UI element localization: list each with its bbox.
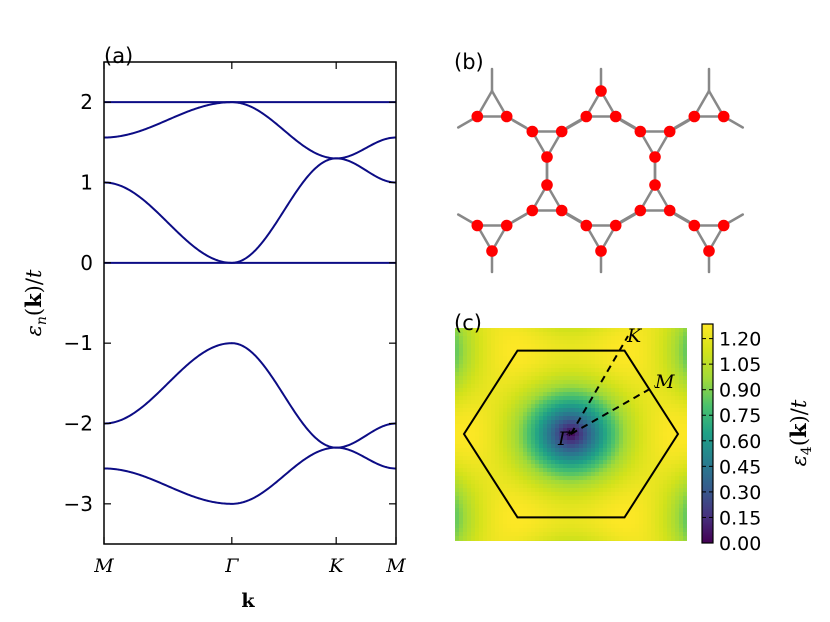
colorbar-tick-label: 1.05 [719, 354, 761, 376]
heatmap-image [455, 328, 687, 541]
lattice-site [634, 125, 647, 138]
band-structure-plot: 2 1 0 −1 −2 −3 M Γ K M (a) k εn(k)/t [21, 44, 406, 612]
y-tick-label: 0 [80, 251, 93, 275]
x-tick-label: K [328, 555, 345, 577]
y-tick-label: −3 [64, 492, 93, 516]
lattice-site [609, 110, 622, 123]
lattice-site [595, 85, 607, 97]
lattice-site [634, 204, 647, 217]
x-tick-label: Γ [224, 555, 239, 577]
lattice-site [541, 179, 553, 191]
lattice-site [703, 245, 715, 257]
x-tick-label: M [385, 555, 406, 577]
lattice-site [486, 245, 498, 257]
panel-label-a: (a) [104, 44, 133, 68]
lattice-site [471, 110, 484, 123]
lattice-site [649, 179, 661, 191]
lattice-site [580, 110, 593, 123]
colorbar-tick-label: 0.90 [719, 380, 761, 402]
brillouin-zone-hexagon [462, 349, 680, 519]
lattice-site [688, 219, 701, 232]
plot-frame-a [103, 61, 397, 545]
x-tick-label: M [93, 555, 114, 577]
band-line-2 [104, 101, 396, 160]
lattice-site [500, 110, 513, 123]
star-lattice-diagram: (b) [454, 50, 745, 274]
band-line-3 [104, 157, 396, 264]
y-tick-label: −2 [64, 412, 93, 436]
energy-heatmap: Γ K M * (c) 1.20 1.05 0.90 0.75 0.60 0.45 0.30 0.1… [454, 311, 815, 555]
colorbar-ticks: 1.20 1.05 0.90 0.75 0.60 0.45 0.30 0.15 0.00 [702, 329, 761, 555]
bz-point-label: M [654, 371, 675, 393]
colorbar-label: ε4(k)/t [786, 399, 815, 466]
lattice-site [580, 219, 593, 232]
bz-point-label: Γ [557, 428, 572, 450]
colorbar-tick-label: 0.45 [719, 456, 761, 478]
lattice-site [688, 110, 701, 123]
path-gamma-m [570, 385, 656, 435]
lattice-site [663, 204, 676, 217]
colorbar-tick-label: 0.60 [719, 431, 761, 453]
panel-label-c: (c) [454, 311, 482, 335]
y-tick-label: 1 [80, 171, 93, 195]
lattice-site [471, 219, 484, 232]
lattice-site [555, 125, 568, 138]
lattice-site [526, 125, 539, 138]
lattice-site [555, 204, 568, 217]
y-ticks-a: 2 1 0 −1 −2 −3 [64, 90, 396, 516]
colorbar-tick-label: 0.75 [719, 405, 761, 427]
panel-label-b: (b) [454, 50, 484, 74]
lattice-site [663, 125, 676, 138]
colorbar-tick-label: 0.15 [719, 507, 761, 529]
lattice-site [717, 110, 730, 123]
y-tick-label: −1 [64, 331, 93, 355]
y-tick-label: 2 [80, 90, 93, 114]
colorbar-tick-label: 1.20 [719, 329, 761, 351]
band-line-6 [104, 446, 396, 505]
colorbar-tick-label: 0.00 [719, 533, 761, 555]
band-line-5 [104, 342, 396, 449]
lattice-site [717, 219, 730, 232]
high-symmetry-paths: Γ K M * [557, 325, 675, 450]
colorbar-tick-label: 0.30 [719, 482, 761, 504]
lattice-site [541, 151, 553, 163]
band-curves [104, 101, 396, 505]
gamma-marker: * [566, 429, 573, 444]
lattice-bonds [456, 67, 745, 274]
x-axis-label-a: k [241, 590, 255, 612]
lattice-site [595, 245, 607, 257]
y-axis-label-a: εn(k)/t [21, 269, 50, 336]
colorbar [701, 323, 714, 544]
bz-point-label: K [626, 325, 643, 347]
lattice-sites [471, 85, 730, 257]
lattice-site [649, 151, 661, 163]
lattice-site [526, 204, 539, 217]
path-gamma-k [570, 335, 629, 435]
lattice-site [500, 219, 513, 232]
lattice-site [609, 219, 622, 232]
